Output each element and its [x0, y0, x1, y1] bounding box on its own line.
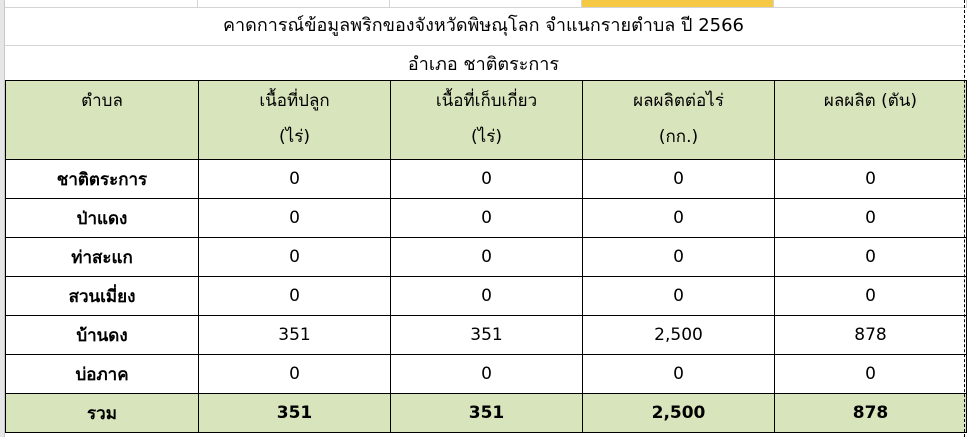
value-cell[interactable]: 0	[774, 237, 967, 277]
cell[interactable]	[198, 0, 390, 7]
value-cell[interactable]: 0	[774, 159, 967, 199]
header-cell[interactable]: ตำบล	[5, 80, 199, 160]
cell[interactable]	[390, 0, 582, 7]
header-unit: (ไร่)	[471, 127, 502, 147]
value-cell[interactable]: 351	[198, 315, 391, 355]
header-unit: (กก.)	[658, 127, 699, 147]
value-cell[interactable]: 878	[774, 315, 967, 355]
header-label: ผลผลิตต่อไร่	[633, 91, 724, 111]
total-cell[interactable]: 2,500	[582, 393, 775, 433]
total-cell[interactable]: 351	[390, 393, 583, 433]
sheet-subtitle[interactable]: อำเภอ ชาติตระการ	[407, 54, 560, 75]
total-cell[interactable]: 878	[774, 393, 967, 433]
table-row: ชาติตระการ 0 0 0 0	[5, 159, 967, 199]
subdistrict-cell[interactable]: บ้านดง	[5, 315, 199, 355]
selected-cell[interactable]	[582, 0, 774, 7]
subdistrict-cell[interactable]: สวนเมี่ยง	[5, 276, 199, 316]
value-cell[interactable]: 0	[582, 198, 775, 238]
value-cell[interactable]: 0	[582, 237, 775, 277]
value-cell[interactable]: 0	[390, 159, 583, 199]
table-row: สวนเมี่ยง 0 0 0 0	[5, 276, 967, 316]
value-cell[interactable]: 0	[198, 198, 391, 238]
subdistrict-cell[interactable]: ป่าแดง	[5, 198, 199, 238]
value-cell[interactable]: 0	[390, 237, 583, 277]
value-cell[interactable]: 0	[582, 354, 775, 394]
row-header-gutter	[0, 0, 5, 437]
table-row: บ่อภาค 0 0 0 0	[5, 354, 967, 394]
total-row: รวม 351 351 2,500 878	[5, 393, 967, 433]
header-cell[interactable]: ผลผลิต (ตัน)	[774, 80, 967, 160]
value-cell[interactable]: 351	[390, 315, 583, 355]
total-cell[interactable]: 351	[198, 393, 391, 433]
value-cell[interactable]: 2,500	[582, 315, 775, 355]
value-cell[interactable]: 0	[390, 276, 583, 316]
value-cell[interactable]: 0	[774, 276, 967, 316]
subdistrict-cell[interactable]: บ่อภาค	[5, 354, 199, 394]
header-label: ตำบล	[81, 91, 123, 111]
value-cell[interactable]: 0	[774, 354, 967, 394]
header-label: เนื้อที่ปลูก	[259, 91, 330, 111]
data-table: ตำบล เนื้อที่ปลูก (ไร่) เนื้อที่เก็บเกี่ย…	[5, 80, 967, 433]
subdistrict-cell[interactable]: ชาติตระการ	[5, 159, 199, 199]
header-row: ตำบล เนื้อที่ปลูก (ไร่) เนื้อที่เก็บเกี่ย…	[5, 80, 967, 160]
page-break-line	[964, 0, 965, 437]
cell[interactable]	[774, 0, 967, 7]
header-cell[interactable]: เนื้อที่ปลูก (ไร่)	[198, 80, 391, 160]
table-row: บ้านดง 351 351 2,500 878	[5, 315, 967, 355]
header-unit: (ไร่)	[279, 127, 310, 147]
value-cell[interactable]: 0	[198, 159, 391, 199]
header-label: เนื้อที่เก็บเกี่ยว	[435, 91, 538, 111]
sheet-title[interactable]: คาดการณ์ข้อมูลพริกของจังหวัดพิษณุโลก จำแ…	[5, 7, 962, 46]
value-cell[interactable]: 0	[198, 276, 391, 316]
cell[interactable]	[5, 0, 198, 7]
value-cell[interactable]: 0	[198, 354, 391, 394]
header-cell[interactable]: เนื้อที่เก็บเกี่ยว (ไร่)	[390, 80, 583, 160]
subdistrict-cell[interactable]: ท่าสะแก	[5, 237, 199, 277]
value-cell[interactable]: 0	[198, 237, 391, 277]
header-cell[interactable]: ผลผลิตต่อไร่ (กก.)	[582, 80, 775, 160]
value-cell[interactable]: 0	[774, 198, 967, 238]
value-cell[interactable]: 0	[390, 198, 583, 238]
value-cell[interactable]: 0	[582, 276, 775, 316]
value-cell[interactable]: 0	[390, 354, 583, 394]
header-label: ผลผลิต (ตัน)	[823, 91, 918, 111]
total-label-cell[interactable]: รวม	[5, 393, 199, 433]
table-row: ป่าแดง 0 0 0 0	[5, 198, 967, 238]
table-row: ท่าสะแก 0 0 0 0	[5, 237, 967, 277]
value-cell[interactable]: 0	[582, 159, 775, 199]
